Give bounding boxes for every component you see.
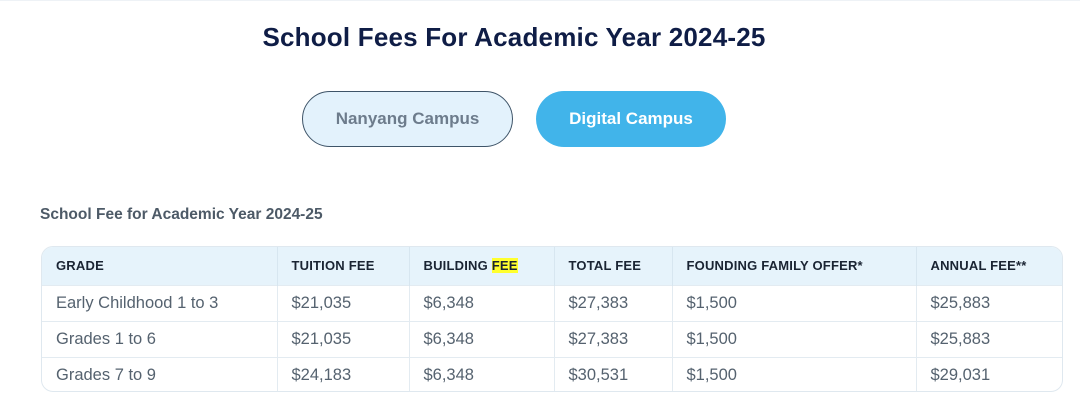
cell-grade: Grades 1 to 6: [42, 321, 278, 357]
section-title: School Fee for Academic Year 2024-25: [40, 206, 323, 223]
top-divider: [0, 0, 1080, 1]
tab-digital-campus-label: Digital Campus: [569, 109, 693, 128]
header-founding-family-offer: FOUNDING FAMILY OFFER*: [672, 247, 917, 285]
cell-building-fee: $6,348: [409, 285, 555, 321]
cell-total-fee: $27,383: [554, 321, 673, 357]
tab-nanyang-campus-label: Nanyang Campus: [335, 109, 480, 128]
cell-grade: Grades 7 to 9: [42, 357, 278, 391]
cell-annual-fee: $25,883: [930, 329, 991, 348]
cell-founding-family-offer: $1,500: [672, 285, 917, 321]
header-building-fee-highlight: FEE: [491, 258, 518, 274]
tab-digital-campus[interactable]: Digital Campus: [536, 91, 726, 147]
header-grade: GRADE: [42, 247, 278, 285]
cell-tuition-fee: $21,035: [277, 321, 410, 357]
fees-table: GRADE TUITION FEE BUILDING FEE TOTAL FEE…: [42, 247, 1062, 391]
cell-building-fee: $6,348: [409, 357, 555, 391]
campus-tabs: Nanyang Campus Digital Campus: [0, 91, 1080, 147]
header-total-fee: TOTAL FEE: [554, 247, 673, 285]
cell-tuition-fee: $21,035: [277, 285, 410, 321]
table-row: Grades 7 to 9 $24,183 $6,348 $30,531 $1,…: [42, 357, 1062, 391]
cell-building-fee: $6,348: [409, 321, 555, 357]
header-building-fee: BUILDING FEE: [409, 247, 555, 285]
table-row: Early Childhood 1 to 3 $21,035 $6,348 $2…: [42, 285, 1062, 321]
header-annual-fee: ANNUAL FEE**: [930, 258, 1027, 274]
cell-founding-family-offer: $1,500: [672, 357, 917, 391]
header-tuition-fee: TUITION FEE: [277, 247, 410, 285]
header-building-fee-prefix: BUILDING: [423, 258, 492, 274]
cell-tuition-fee: $24,183: [277, 357, 410, 391]
tab-nanyang-campus[interactable]: Nanyang Campus: [302, 91, 513, 147]
cell-annual-fee: $29,031: [930, 365, 991, 384]
cell-founding-family-offer: $1,500: [672, 321, 917, 357]
fees-table-container: GRADE TUITION FEE BUILDING FEE TOTAL FEE…: [41, 246, 1063, 392]
cell-total-fee: $27,383: [554, 285, 673, 321]
table-row: Grades 1 to 6 $21,035 $6,348 $27,383 $1,…: [42, 321, 1062, 357]
cell-annual-fee: $25,883: [930, 293, 991, 312]
table-header-row: GRADE TUITION FEE BUILDING FEE TOTAL FEE…: [42, 247, 1062, 285]
cell-total-fee: $30,531: [554, 357, 673, 391]
cell-grade: Early Childhood 1 to 3: [42, 285, 278, 321]
page-title: School Fees For Academic Year 2024-25: [262, 22, 766, 52]
